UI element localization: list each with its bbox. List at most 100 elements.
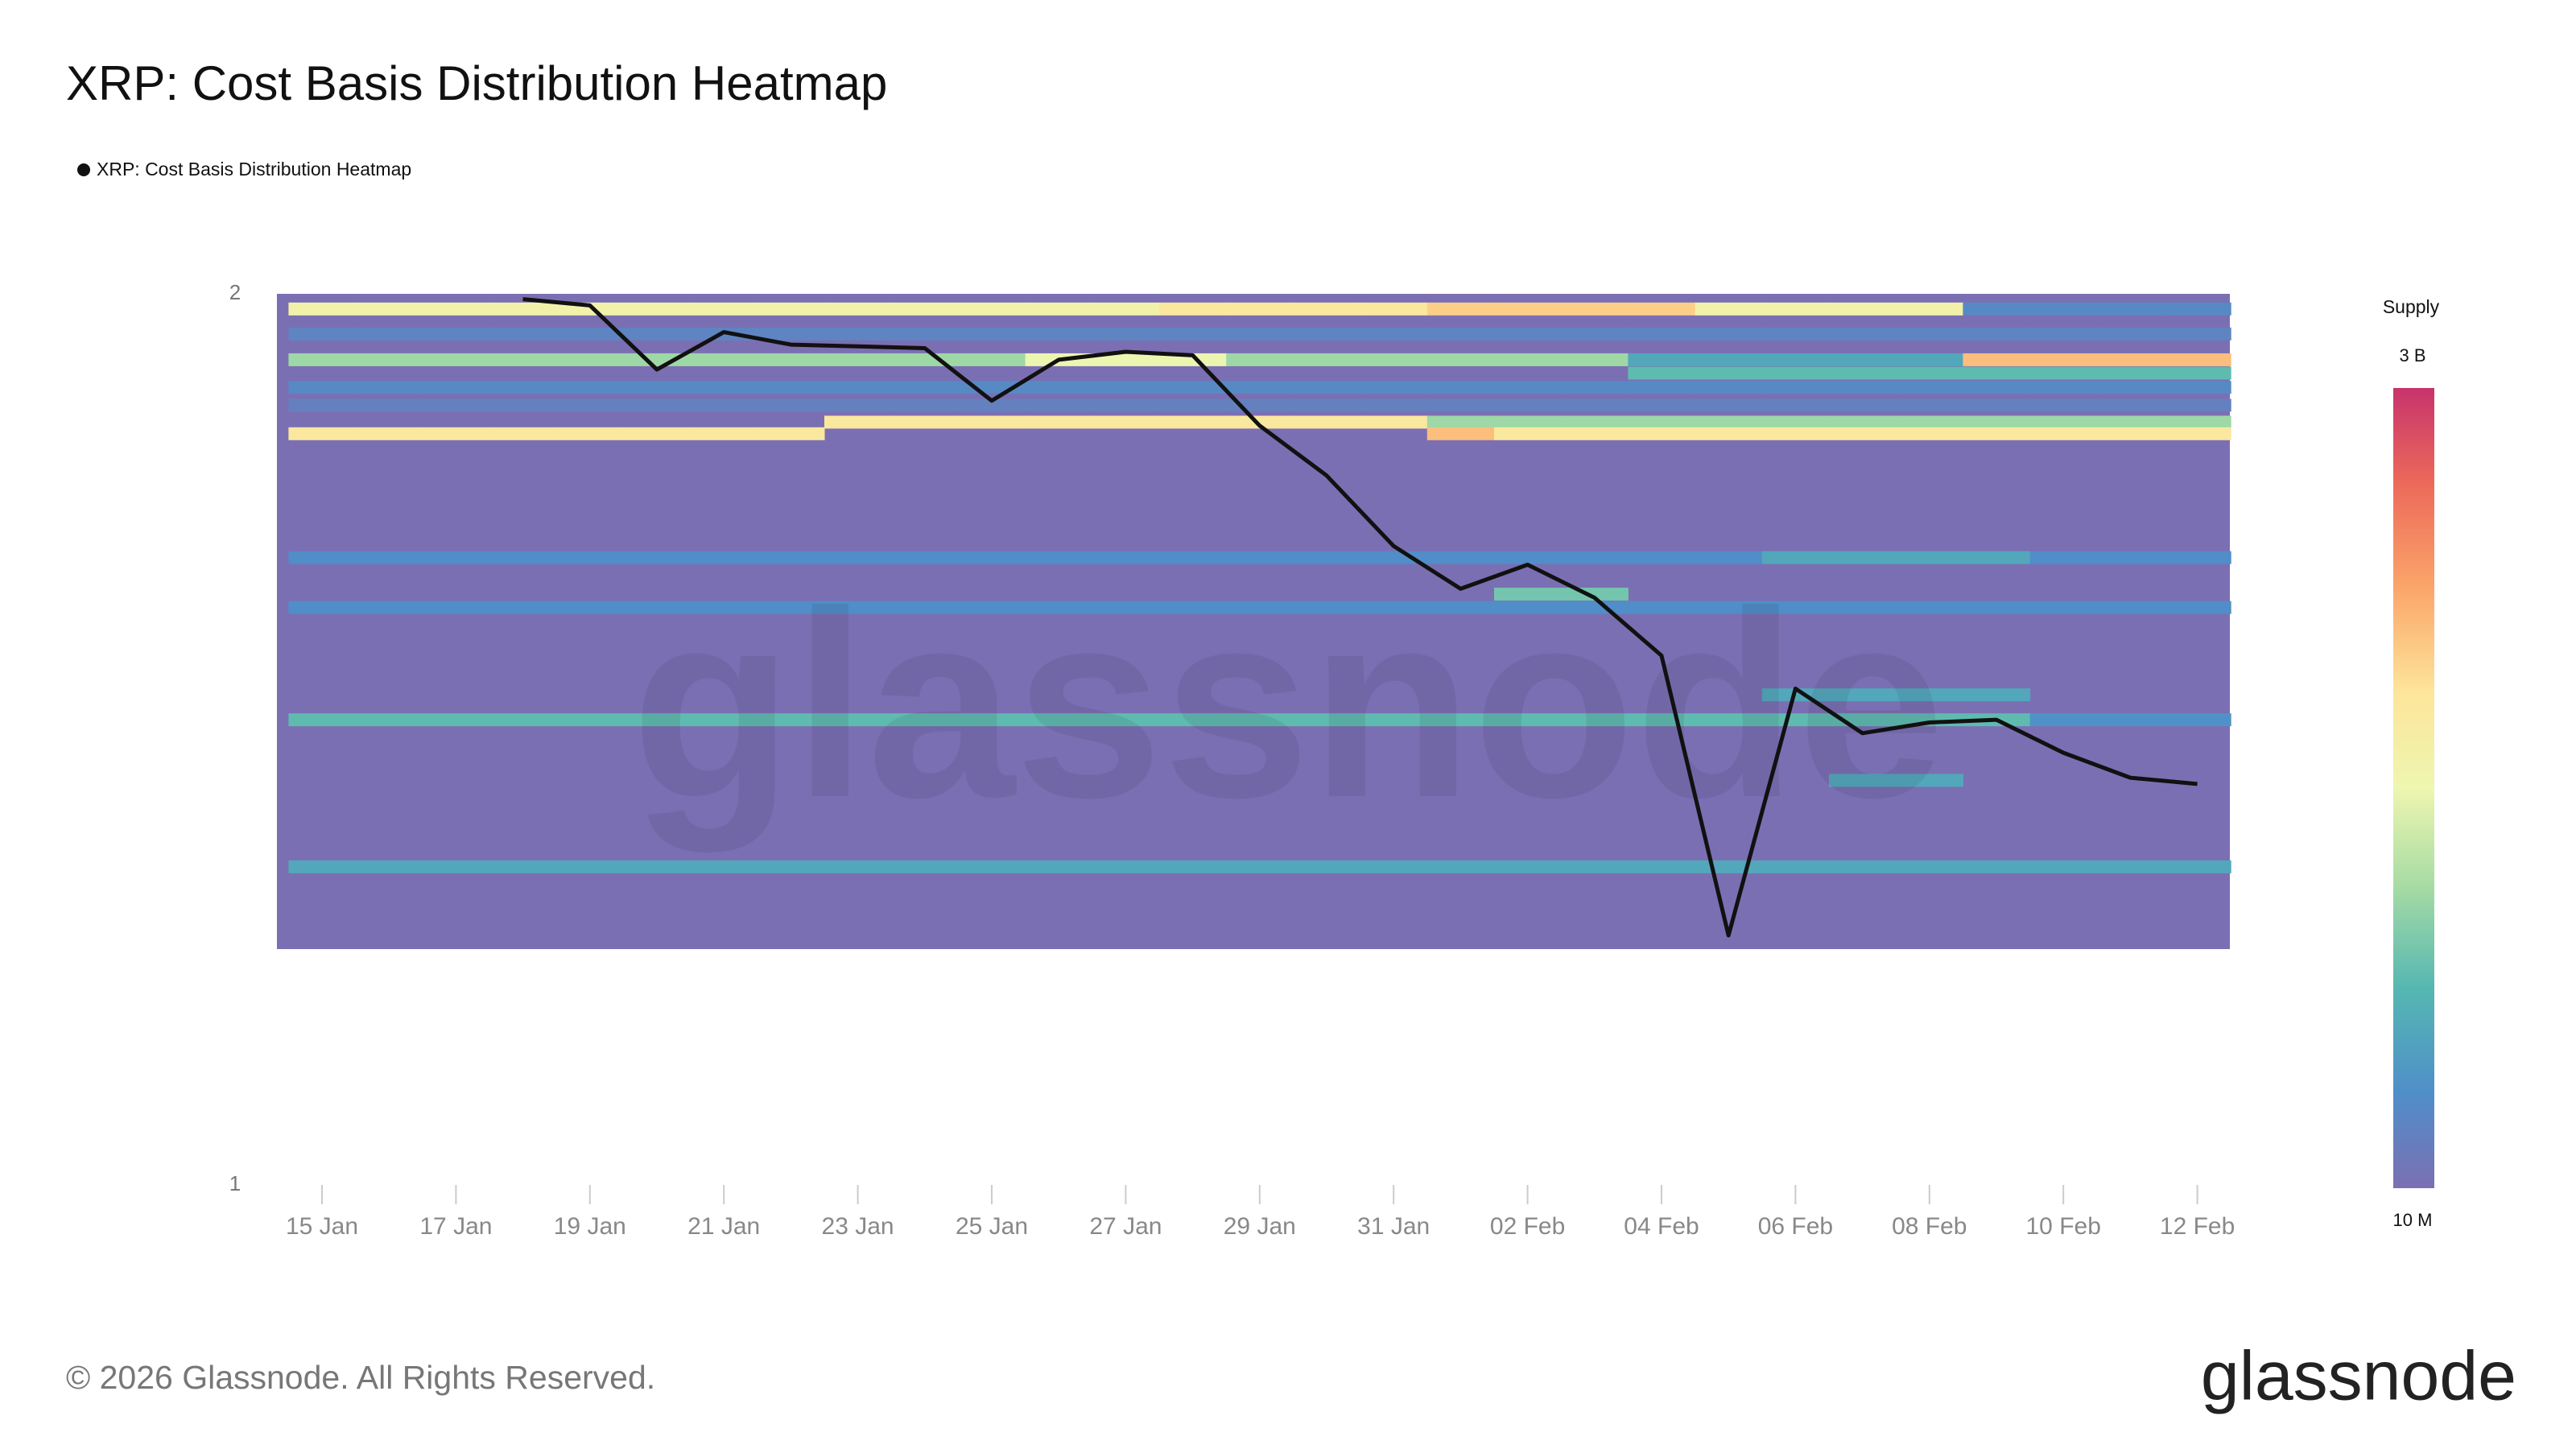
heatmap-cell (1360, 551, 1428, 564)
heatmap-cell (556, 551, 624, 564)
heatmap-cell (2096, 415, 2165, 429)
heatmap-cell (2164, 398, 2231, 412)
heatmap-cell (2164, 381, 2231, 394)
heatmap-cell (2029, 353, 2098, 366)
heatmap-cell (1963, 551, 2031, 564)
heatmap-cell (288, 551, 357, 564)
heatmap-cell (1829, 398, 1897, 412)
heatmap-cell (1963, 398, 2031, 412)
heatmap-cell (757, 601, 825, 614)
heatmap-cell (556, 860, 624, 873)
heatmap-cell (1561, 353, 1629, 366)
heatmap-cell (2164, 415, 2231, 429)
heatmap-cell (891, 415, 959, 429)
heatmap-cell (556, 713, 624, 727)
heatmap-cell (1159, 551, 1227, 564)
heatmap-cell (422, 601, 490, 614)
heatmap-cell (1628, 427, 1696, 440)
y-tick-label: 1 (229, 1171, 241, 1195)
heatmap-cell (2164, 302, 2231, 316)
heatmap-cell (1628, 302, 1696, 316)
heatmap-cell (1360, 398, 1428, 412)
heatmap-cell (556, 427, 624, 440)
heatmap-cell (1494, 327, 1562, 341)
x-tick-label: 15 Jan (286, 1213, 358, 1240)
heatmap-cell (2029, 415, 2098, 429)
heatmap-cell (1426, 415, 1495, 429)
heatmap-cell (489, 427, 557, 440)
heatmap-cell (1561, 381, 1629, 394)
heatmap-cell (2029, 860, 2098, 873)
heatmap-cell (1761, 327, 1830, 341)
heatmap-cell (355, 860, 423, 873)
heatmap-cell (1360, 713, 1428, 727)
heatmap-cell (1494, 427, 1562, 440)
heatmap-cell (1761, 398, 1830, 412)
heatmap-cell (690, 353, 758, 366)
heatmap-cell (757, 427, 825, 440)
heatmap-cell (422, 713, 490, 727)
heatmap-cell (690, 601, 758, 614)
heatmap-cell (1896, 551, 1963, 564)
heatmap-cell (2096, 327, 2165, 341)
footer: © 2026 Glassnode. All Rights Reserved. (66, 1359, 655, 1396)
heatmap-cell (1561, 427, 1629, 440)
heatmap-cell (1426, 860, 1495, 873)
heatmap-cell (2096, 427, 2165, 440)
heatmap-cell (623, 398, 691, 412)
heatmap-cell (1159, 327, 1227, 341)
heatmap-cell (2029, 302, 2098, 316)
heatmap-cell (489, 551, 557, 564)
heatmap-cell (1628, 601, 1696, 614)
heatmap-cell (1025, 415, 1093, 429)
heatmap-cell (891, 302, 959, 316)
heatmap-cell (288, 353, 357, 366)
heatmap-cell (690, 398, 758, 412)
heatmap-cell (891, 398, 959, 412)
heatmap-cell (1092, 415, 1160, 429)
x-tick-label: 04 Feb (1624, 1213, 1699, 1240)
heatmap-cell (1963, 353, 2031, 366)
heatmap-cell (489, 353, 557, 366)
x-tick-label: 17 Jan (419, 1213, 492, 1240)
heatmap-cell (1695, 551, 1763, 564)
heatmap-cell (757, 860, 825, 873)
heatmap-cell (958, 353, 1026, 366)
heatmap-cell (2096, 398, 2165, 412)
heatmap-cell (1829, 860, 1897, 873)
heatmap-cell (1293, 551, 1361, 564)
heatmap-cell (2096, 302, 2165, 316)
x-tick-label: 23 Jan (822, 1213, 894, 1240)
heatmap-cell (824, 713, 892, 727)
heatmap-cell (891, 327, 959, 341)
heatmap-cell (1761, 601, 1830, 614)
heatmap-cell (1963, 688, 2031, 702)
heatmap-cell (1426, 601, 1495, 614)
heatmap-cell (1628, 415, 1696, 429)
heatmap-cell (1159, 415, 1227, 429)
heatmap-cell (1896, 353, 1963, 366)
heatmap-cell (288, 860, 357, 873)
heatmap-cell (1561, 398, 1629, 412)
heatmap (288, 302, 2231, 873)
heatmap-cell (958, 327, 1026, 341)
heatmap-cell (1293, 415, 1361, 429)
heatmap-cell (1829, 688, 1897, 702)
heatmap-cell (824, 415, 892, 429)
heatmap-cell (1092, 353, 1160, 366)
heatmap-cell (2029, 601, 2098, 614)
heatmap-cell (1695, 366, 1763, 380)
heatmap-cell (757, 551, 825, 564)
heatmap-cell (1628, 366, 1696, 380)
heatmap-cell (1293, 713, 1361, 727)
heatmap-cell (422, 381, 490, 394)
heatmap-cell (2164, 366, 2231, 380)
heatmap-cell (1226, 302, 1294, 316)
x-tick-label: 08 Feb (1892, 1213, 1967, 1240)
y-tick-label: 2 (229, 280, 241, 304)
heatmap-cell (2096, 381, 2165, 394)
heatmap-cell (422, 302, 490, 316)
heatmap-cell (623, 327, 691, 341)
x-tick-label: 27 Jan (1089, 1213, 1162, 1240)
